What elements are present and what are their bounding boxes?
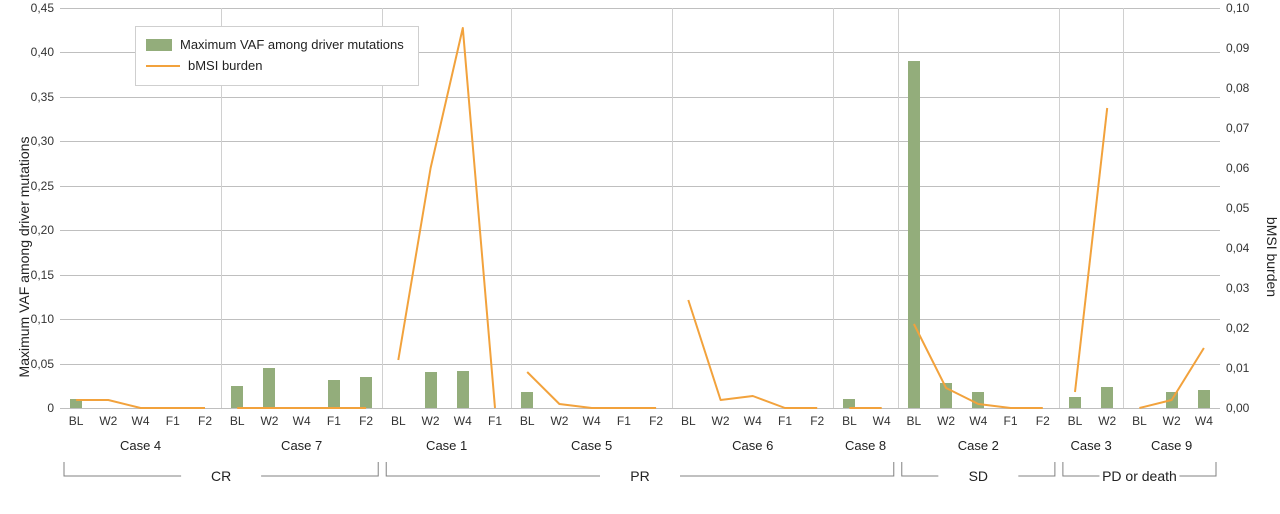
group-label: SD: [969, 468, 988, 484]
group-bracket-part: [261, 462, 378, 476]
group-bracket-part: [64, 462, 181, 476]
right-axis-tick: 0,09: [1220, 41, 1249, 55]
right-axis-label: bMSI burden: [1264, 217, 1280, 297]
x-tick-label: F2: [198, 414, 212, 428]
x-tick-label: F2: [1036, 414, 1050, 428]
left-axis-tick: 0,15: [31, 268, 60, 282]
x-tick-label: W2: [422, 414, 440, 428]
right-axis-tick: 0,01: [1220, 361, 1249, 375]
x-tick-label: W4: [454, 414, 472, 428]
group-bracket-part: [902, 462, 939, 476]
left-axis-tick: 0,10: [31, 312, 60, 326]
x-tick-label: F1: [617, 414, 631, 428]
x-tick-label: F1: [778, 414, 792, 428]
left-axis-label: Maximum VAF among driver mutations: [16, 137, 32, 378]
x-tick-label: BL: [907, 414, 922, 428]
line-series-segment: [1139, 348, 1204, 408]
case-label: Case 7: [281, 438, 322, 453]
left-axis-tick: 0,05: [31, 357, 60, 371]
x-tick-label: W2: [937, 414, 955, 428]
case-label: Case 5: [571, 438, 612, 453]
x-tick-label: BL: [681, 414, 696, 428]
x-tick-label: F1: [166, 414, 180, 428]
line-series-segment: [688, 300, 817, 408]
x-tick-label: F1: [327, 414, 341, 428]
legend-label: Maximum VAF among driver mutations: [180, 35, 404, 56]
x-tick-label: W4: [873, 414, 891, 428]
right-axis-tick: 0,05: [1220, 201, 1249, 215]
x-tick-label: BL: [230, 414, 245, 428]
left-axis-tick: 0,20: [31, 223, 60, 237]
x-tick-label: W2: [99, 414, 117, 428]
right-axis-tick: 0,03: [1220, 281, 1249, 295]
left-axis-tick: 0,30: [31, 134, 60, 148]
x-tick-label: BL: [391, 414, 406, 428]
line-swatch-icon: [146, 65, 180, 67]
x-tick-label: F2: [810, 414, 824, 428]
x-tick-label: BL: [69, 414, 84, 428]
x-tick-label: F2: [359, 414, 373, 428]
x-tick-label: W4: [293, 414, 311, 428]
bar-swatch-icon: [146, 39, 172, 51]
right-axis-tick: 0,07: [1220, 121, 1249, 135]
x-tick-label: W2: [712, 414, 730, 428]
group-bracket-part: [1018, 462, 1055, 476]
case-label: Case 3: [1071, 438, 1112, 453]
right-axis-tick: 0,08: [1220, 81, 1249, 95]
case-label: Case 6: [732, 438, 773, 453]
line-series-segment: [527, 372, 656, 408]
chart-container: Maximum VAF among driver mutations bMSI …: [0, 0, 1280, 514]
x-tick-label: W4: [969, 414, 987, 428]
right-axis-tick: 0,04: [1220, 241, 1249, 255]
x-tick-label: F1: [488, 414, 502, 428]
case-label: Case 2: [958, 438, 999, 453]
plot-area: 00,050,100,150,200,250,300,350,400,450,0…: [60, 8, 1220, 408]
group-bracket-part: [1063, 462, 1100, 476]
line-series-segment: [1075, 108, 1107, 392]
left-axis-tick: 0,35: [31, 90, 60, 104]
legend-label: bMSI burden: [188, 56, 262, 77]
case-label: Case 1: [426, 438, 467, 453]
x-tick-label: W2: [260, 414, 278, 428]
x-tick-label: W2: [550, 414, 568, 428]
x-tick-label: W4: [583, 414, 601, 428]
line-series-segment: [76, 400, 205, 408]
x-tick-label: BL: [520, 414, 535, 428]
legend-item-line: bMSI burden: [146, 56, 404, 77]
x-tick-label: W2: [1163, 414, 1181, 428]
group-label: PD or death: [1102, 468, 1177, 484]
x-tick-label: BL: [1068, 414, 1083, 428]
case-label: Case 4: [120, 438, 161, 453]
right-axis-tick: 0,02: [1220, 321, 1249, 335]
left-axis-tick: 0,40: [31, 45, 60, 59]
group-bracket-part: [386, 462, 600, 476]
group-label: CR: [211, 468, 231, 484]
x-tick-label: W4: [744, 414, 762, 428]
right-axis-tick: 0,06: [1220, 161, 1249, 175]
group-bracket-part: [680, 462, 894, 476]
x-tick-label: W4: [1195, 414, 1213, 428]
case-label: Case 8: [845, 438, 886, 453]
x-tick-label: F2: [649, 414, 663, 428]
x-tick-label: BL: [1132, 414, 1147, 428]
case-label: Case 9: [1151, 438, 1192, 453]
x-tick-label: F1: [1004, 414, 1018, 428]
left-axis-tick: 0,25: [31, 179, 60, 193]
x-tick-label: W2: [1098, 414, 1116, 428]
right-axis-tick: 0,00: [1220, 401, 1249, 415]
right-axis-tick: 0,10: [1220, 1, 1249, 15]
legend-item-bars: Maximum VAF among driver mutations: [146, 35, 404, 56]
group-bracket-part: [1179, 462, 1216, 476]
group-label: PR: [630, 468, 649, 484]
legend: Maximum VAF among driver mutationsbMSI b…: [135, 26, 419, 86]
left-axis-tick: 0: [47, 401, 60, 415]
line-series-segment: [914, 324, 1043, 408]
x-tick-label: BL: [842, 414, 857, 428]
left-axis-tick: 0,45: [31, 1, 60, 15]
x-tick-label: W4: [132, 414, 150, 428]
